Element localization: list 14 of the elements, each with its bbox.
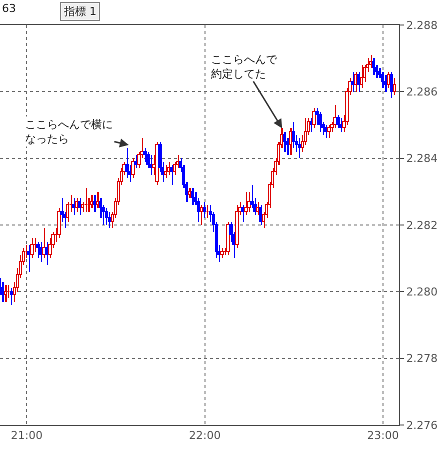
y-tick-label: 2.286 xyxy=(406,86,438,99)
y-tick-label: 2.284 xyxy=(406,152,438,166)
y-tick-label: 2.276 xyxy=(406,418,438,432)
x-tick-label: 21:00 xyxy=(10,429,43,442)
text: 63 xyxy=(2,2,16,15)
x-tick-label: 23:00 xyxy=(367,429,399,442)
y-tick-label: 2.288 xyxy=(406,18,438,32)
x-tick-label: 22:00 xyxy=(188,429,221,442)
annotation: ここらへんで横になったら xyxy=(25,118,113,146)
y-tick-label: 2.282 xyxy=(406,218,438,232)
text: 指標 1 xyxy=(63,5,96,18)
annotation: ここらへんで約定してた xyxy=(211,53,278,80)
y-tick-label: 2.278 xyxy=(406,352,438,366)
y-tick-label: 2.280 xyxy=(406,286,438,299)
